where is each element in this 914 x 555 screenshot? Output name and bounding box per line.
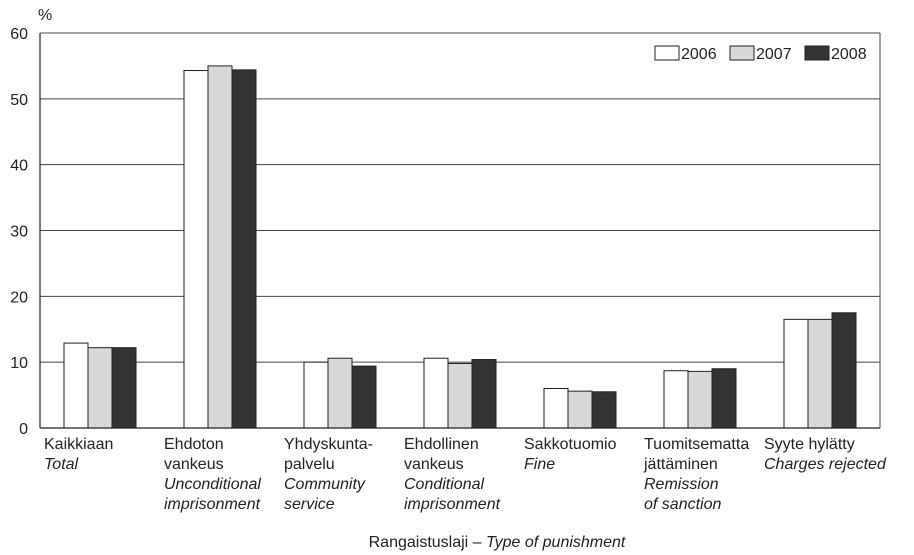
y-axis-unit-label: % — [38, 7, 52, 24]
legend: 2006 2007 2008 — [654, 45, 867, 63]
x-axis-title: Rangaistuslaji – Type of punishment — [369, 534, 626, 551]
category-label-en: Charges rejected — [764, 456, 887, 473]
y-tick-label: 50 — [10, 92, 28, 109]
bar-2007-cat-2 — [327, 357, 353, 429]
category-label-fi: Yhdyskunta- — [284, 436, 373, 453]
bar-2007-cat-6 — [807, 318, 833, 429]
category-label-en: Total — [44, 456, 79, 473]
category-label-en: service — [284, 496, 335, 513]
category-label-fi: jättäminen — [643, 456, 718, 473]
bar-2007-cat-5 — [687, 370, 713, 429]
legend-label-2006: 2006 — [681, 46, 717, 63]
bar-2008-cat-2 — [351, 365, 377, 429]
bars — [63, 65, 857, 429]
legend-swatch-2007 — [729, 45, 755, 61]
y-tick-label: 40 — [10, 158, 28, 175]
gridlines — [40, 32, 880, 363]
legend-swatch-2008 — [804, 45, 830, 61]
bar-2008-cat-1 — [231, 69, 257, 429]
x-axis-title-separator: – — [468, 534, 486, 551]
bar-2006-cat-4 — [543, 388, 569, 429]
bar-2008-cat-5 — [711, 368, 737, 429]
category-label-en: imprisonment — [404, 496, 501, 513]
bar-2006-cat-6 — [783, 318, 809, 429]
category-label-fi: Ehdoton — [164, 436, 224, 453]
category-label-fi: vankeus — [164, 456, 224, 473]
bar-2008-cat-4 — [591, 391, 617, 429]
category-label-en: Conditional — [404, 476, 485, 493]
legend-label-2008: 2008 — [831, 46, 867, 63]
bar-2006-cat-1 — [183, 70, 209, 429]
y-tick-labels: 0 10 20 30 40 50 60 — [10, 26, 28, 438]
x-axis-title-fi: Rangaistuslaji — [369, 534, 469, 551]
bar-2007-cat-4 — [567, 390, 593, 429]
category-label-fi: Syyte hylätty — [764, 436, 855, 453]
bar-2006-cat-2 — [303, 361, 329, 429]
category-label-en: Remission — [644, 476, 719, 493]
category-label-en: of sanction — [644, 496, 721, 513]
category-label-fi: vankeus — [404, 456, 464, 473]
y-tick-label: 30 — [10, 224, 28, 241]
category-label-fi: Kaikkiaan — [44, 436, 113, 453]
x-axis-title-en: Type of punishment — [486, 534, 626, 551]
y-tick-label: 10 — [10, 355, 28, 372]
axes — [39, 33, 881, 429]
y-tick-label: 0 — [19, 421, 28, 438]
x-category-labels: Kaikkiaan Total Ehdoton vankeus Unconditiona… — [44, 436, 887, 513]
category-label-en: Community — [284, 476, 366, 493]
legend-swatch-2006 — [654, 45, 680, 61]
category-label-fi: palvelu — [284, 456, 335, 473]
bar-2007-cat-0 — [87, 347, 113, 429]
bar-2007-cat-1 — [207, 65, 233, 429]
bar-2007-cat-3 — [447, 362, 473, 429]
bar-2006-cat-5 — [663, 370, 689, 429]
bar-2006-cat-3 — [423, 357, 449, 429]
y-tick-label: 60 — [10, 26, 28, 43]
legend-label-2007: 2007 — [756, 46, 792, 63]
category-label-fi: Sakkotuomio — [524, 436, 617, 453]
category-label-en: Fine — [524, 456, 555, 473]
bar-2008-cat-6 — [831, 312, 857, 429]
bar-2008-cat-0 — [111, 347, 137, 429]
category-label-en: Unconditional — [164, 476, 261, 493]
bar-2006-cat-0 — [63, 342, 89, 429]
category-label-fi: Ehdollinen — [404, 436, 479, 453]
category-label-en: imprisonment — [164, 496, 261, 513]
bar-2008-cat-3 — [471, 359, 497, 429]
y-tick-label: 20 — [10, 289, 28, 306]
category-label-fi: Tuomitsematta — [644, 436, 749, 453]
